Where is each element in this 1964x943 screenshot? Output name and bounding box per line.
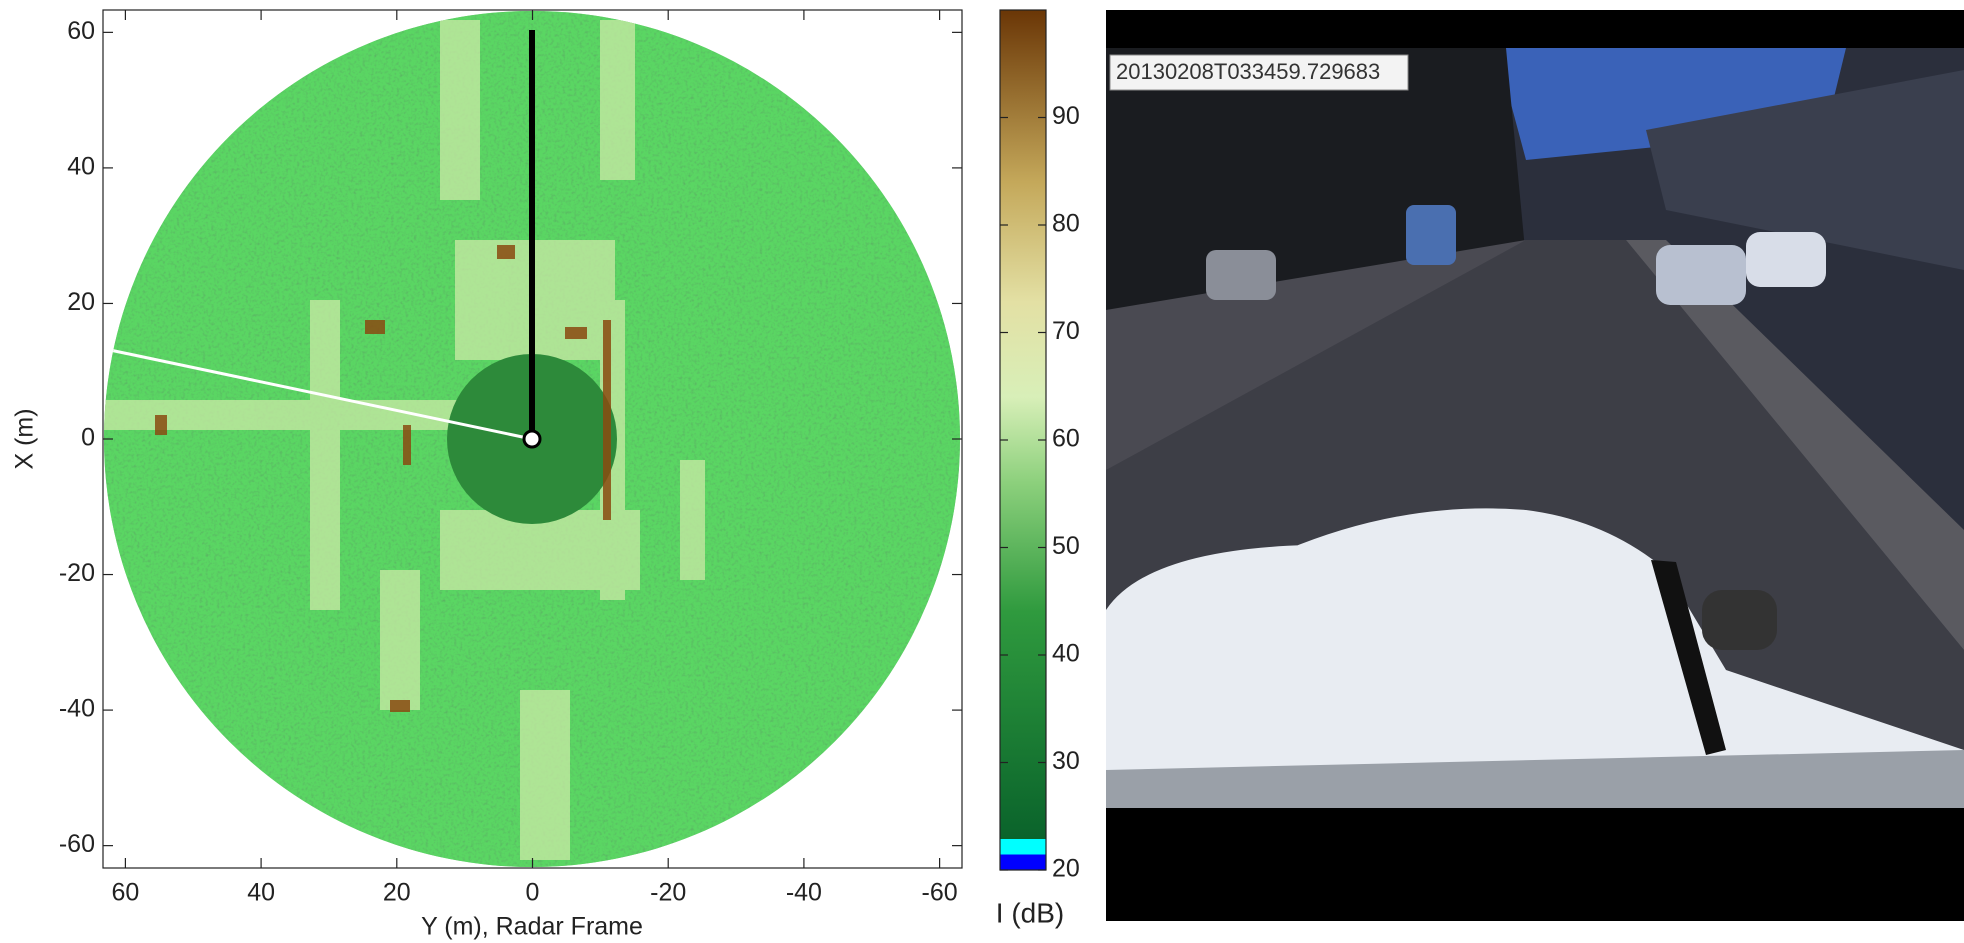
x-tick-label: 40 [247, 879, 275, 907]
y-tick-label: 20 [67, 288, 95, 316]
x-tick-label: 0 [526, 879, 540, 907]
y-tick-label: -40 [59, 695, 95, 723]
camera-image: 20130208T033459.729683 [1106, 10, 1964, 921]
y-tick-label: -20 [59, 559, 95, 587]
timestamp: 20130208T033459.729683 [1116, 59, 1380, 84]
colorbar-tick-label: 70 [1052, 317, 1080, 345]
colorbar-label: I (dB) [996, 897, 1064, 928]
colorbar-tick-label: 40 [1052, 640, 1080, 668]
y-axis-label: X (m) [11, 408, 39, 469]
radar-image [104, 11, 960, 867]
y-tick-label: 0 [81, 424, 95, 452]
x-tick-label: -60 [922, 879, 958, 907]
colorbar-tick-label: 30 [1052, 747, 1080, 775]
colorbar-tick-label: 50 [1052, 532, 1080, 560]
colorbar-tick-label: 20 [1052, 855, 1080, 883]
colorbar-tick-label: 80 [1052, 210, 1080, 238]
x-tick-label: -40 [786, 879, 822, 907]
colorbar-tick-label: 60 [1052, 425, 1080, 453]
x-tick-label: -20 [650, 879, 686, 907]
x-tick-label: 20 [383, 879, 411, 907]
y-tick-label: 60 [67, 17, 95, 45]
y-tick-label: -60 [59, 830, 95, 858]
colorbar-tick-label: 90 [1052, 102, 1080, 130]
y-tick-label: 40 [67, 153, 95, 181]
x-axis-label: Y (m), Radar Frame [421, 913, 643, 941]
x-tick-label: 60 [111, 879, 139, 907]
